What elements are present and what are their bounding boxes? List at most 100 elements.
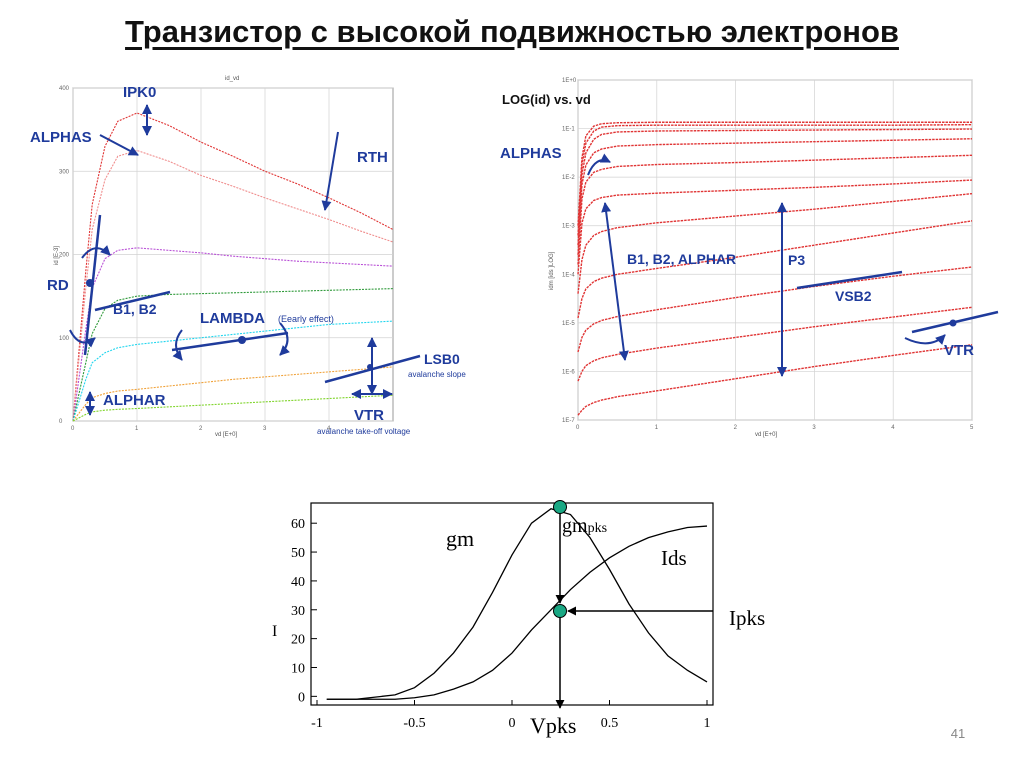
right-y-tick-label: 1E-7	[562, 418, 575, 424]
right-y-tick-label: 1E-5	[562, 321, 575, 327]
left-ylabel: id [E-3]	[54, 246, 60, 265]
gmpks-label: gmpks	[562, 515, 607, 537]
left-series-line-3	[72, 288, 394, 422]
vtr-label-right: VTR	[944, 342, 974, 359]
bottom-x-tick-label: 0	[509, 716, 516, 731]
avalanche-takeoff-label: avalanche take-off voltage	[317, 427, 411, 436]
vtr-rotate-arrow-right	[904, 334, 946, 345]
left-y-tick-label: 0	[59, 419, 63, 425]
ipks-marker	[553, 604, 567, 618]
right-series-line-0	[577, 121, 972, 226]
right-x-tick-label: 0	[576, 425, 580, 431]
right-series-line-5	[577, 179, 973, 275]
avalanche-slope-label: avalanche slope	[408, 370, 466, 379]
rth-label: RTH	[357, 149, 388, 166]
p3-label: P3	[788, 252, 805, 268]
right-x-tick-label: 1	[655, 425, 659, 431]
lambda-rotate-arrow-left	[172, 329, 183, 361]
rd-label: RD	[47, 277, 69, 294]
left-x-tick-label: 2	[199, 426, 203, 432]
bottom-series-line-Ids	[326, 525, 708, 700]
rd-rotate-arrow-top	[81, 245, 111, 259]
bottom-y-tick-label: 50	[291, 546, 305, 561]
right-x-tick-label: 3	[812, 425, 816, 431]
b1b2-label: B1, B2	[113, 301, 157, 317]
lambda-label: LAMBDA	[200, 310, 265, 327]
gm-curve-label: gm	[446, 526, 474, 551]
ipks-label: Ipks	[729, 606, 765, 630]
b1b2alphar-arrow	[601, 202, 629, 361]
right-y-tick-label: 1E-1	[562, 127, 575, 133]
left-series-line-1	[72, 149, 394, 422]
left-y-tick-label: 200	[59, 253, 70, 259]
right-series-line-1	[577, 123, 973, 236]
right-series-line-2	[577, 128, 973, 246]
lsb0-pivot-dot	[367, 364, 373, 370]
b1b2-line	[94, 290, 171, 312]
bottom-plot-frame	[310, 502, 714, 706]
bottom-y-tick-label: 0	[298, 690, 305, 705]
b1b2alphar-label: B1, B2, ALPHAR	[627, 251, 736, 267]
alphar-label: ALPHAR	[103, 392, 166, 409]
right-y-tick-label: 1E-4	[562, 272, 575, 278]
lsb0-label: LSB0	[424, 351, 460, 367]
bottom-series-line-gm	[326, 508, 708, 700]
alphas-arrow-left	[99, 134, 139, 156]
ids-curve-label: Ids	[661, 546, 687, 570]
early-effect-label: (Eearly effect)	[278, 314, 334, 324]
left-series-line-4	[72, 320, 394, 422]
bottom-y-tick-label: 10	[291, 661, 305, 676]
rd-rotate-arrow-bottom	[69, 329, 96, 348]
lambda-line	[171, 331, 289, 352]
right-y-tick-label: 1E-3	[562, 224, 575, 230]
left-x-tick-label: 1	[135, 426, 139, 432]
bottom-y-tick-label: 60	[291, 517, 305, 532]
bottom-x-tick-label: -1	[311, 716, 323, 731]
slide-title: Транзистор с высокой подвижностью электр…	[125, 14, 899, 49]
alphas-label-left: ALPHAS	[30, 129, 92, 146]
right-title: LOG(id) vs. vd	[502, 92, 591, 107]
bottom-x-tick-label: 0.5	[601, 716, 619, 731]
right-y-tick-label: 1E-6	[562, 369, 575, 375]
right-ylabel: idm [ids ]LOG]	[549, 251, 555, 290]
left-series-line-0	[72, 112, 394, 422]
left-series-line-2	[72, 247, 394, 422]
vtr-pivot-dot-right	[949, 319, 957, 327]
right-x-tick-label: 4	[891, 425, 895, 431]
lambda-rotate-arrow-right	[279, 322, 290, 356]
left-header: id_vd	[225, 76, 239, 82]
vpks-label: Vpks	[530, 713, 576, 738]
left-xlabel: vd [E+0]	[215, 432, 238, 438]
vsb2-line	[796, 270, 903, 290]
page-number: 41	[950, 726, 966, 741]
gmpks-label-sub: pks	[588, 521, 607, 536]
bottom-y-tick-label: 30	[291, 604, 305, 619]
alphas-label-right: ALPHAS	[500, 145, 562, 162]
lambda-pivot-dot	[238, 336, 246, 344]
right-series-line-7	[577, 220, 973, 319]
left-x-tick-label: 0	[71, 426, 75, 432]
vsb2-label: VSB2	[835, 288, 872, 304]
gmpks-label-main: gm	[562, 515, 588, 537]
right-y-tick-label: 1E-2	[562, 175, 575, 181]
right-x-tick-label: 2	[734, 425, 738, 431]
bottom-y-tick-label: 20	[291, 633, 305, 648]
right-xlabel: vd [E+0]	[755, 432, 778, 438]
right-x-tick-label: 5	[970, 425, 974, 431]
bottom-x-tick-label: 1	[704, 716, 711, 731]
right-series-line-6	[577, 192, 973, 294]
left-x-tick-label: 4	[327, 426, 331, 432]
left-y-tick-label: 100	[59, 336, 70, 342]
gmpks-marker	[553, 500, 567, 514]
vtr-label-left: VTR	[354, 407, 384, 424]
ipk0-label: IPK0	[123, 84, 156, 101]
bottom-ylabel: I	[272, 623, 277, 640]
right-series-line-3	[577, 138, 973, 255]
left-x-tick-label: 3	[263, 426, 267, 432]
right-y-tick-label: 1E+0	[562, 78, 577, 84]
rth-arrow	[321, 131, 339, 211]
bottom-y-tick-label: 40	[291, 575, 305, 590]
right-series-line-10	[577, 344, 973, 416]
